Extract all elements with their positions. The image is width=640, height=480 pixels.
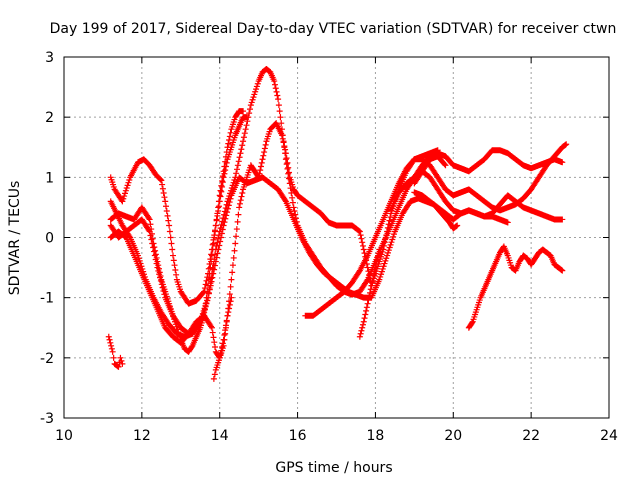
series-sat-a bbox=[107, 114, 250, 307]
series-sat-e bbox=[107, 174, 461, 340]
x-tick-label: 18 bbox=[367, 428, 385, 444]
data-point-markers bbox=[210, 294, 235, 382]
x-tick-label: 14 bbox=[211, 428, 229, 444]
x-tick-label: 16 bbox=[289, 428, 307, 444]
x-tick-label: 22 bbox=[522, 428, 540, 444]
series-sat-k bbox=[105, 333, 126, 370]
data-point-markers bbox=[411, 189, 511, 226]
x-tick-label: 10 bbox=[55, 428, 73, 444]
x-tick-label: 12 bbox=[133, 428, 151, 444]
data-point-markers bbox=[107, 174, 461, 340]
y-tick-label: 2 bbox=[45, 110, 54, 126]
series-sat-m bbox=[356, 246, 383, 340]
chart-title: Day 199 of 2017, Sidereal Day-to-day VTE… bbox=[50, 21, 617, 37]
y-tick-label: 3 bbox=[45, 50, 54, 66]
series-sat-h bbox=[411, 189, 511, 226]
y-axis-label: SDTVAR / TECUs bbox=[7, 181, 23, 296]
x-tick-label: 20 bbox=[444, 428, 462, 444]
series-sat-j bbox=[302, 147, 441, 319]
data-point-markers bbox=[107, 114, 250, 307]
series-sat-l bbox=[210, 294, 235, 382]
data-point-markers bbox=[302, 147, 441, 319]
y-tick-label: -3 bbox=[40, 411, 54, 427]
series-sat-i bbox=[465, 243, 566, 331]
x-axis-label: GPS time / hours bbox=[275, 460, 392, 476]
data-point-markers bbox=[105, 333, 126, 370]
data-point-markers bbox=[465, 243, 566, 331]
x-tick-label: 24 bbox=[600, 428, 618, 444]
y-tick-label: 0 bbox=[45, 231, 54, 247]
y-tick-label: -1 bbox=[40, 291, 54, 307]
data-point-markers bbox=[356, 246, 383, 340]
y-tick-label: 1 bbox=[45, 170, 54, 186]
y-tick-label: -2 bbox=[40, 351, 54, 367]
points-layer bbox=[105, 66, 570, 382]
